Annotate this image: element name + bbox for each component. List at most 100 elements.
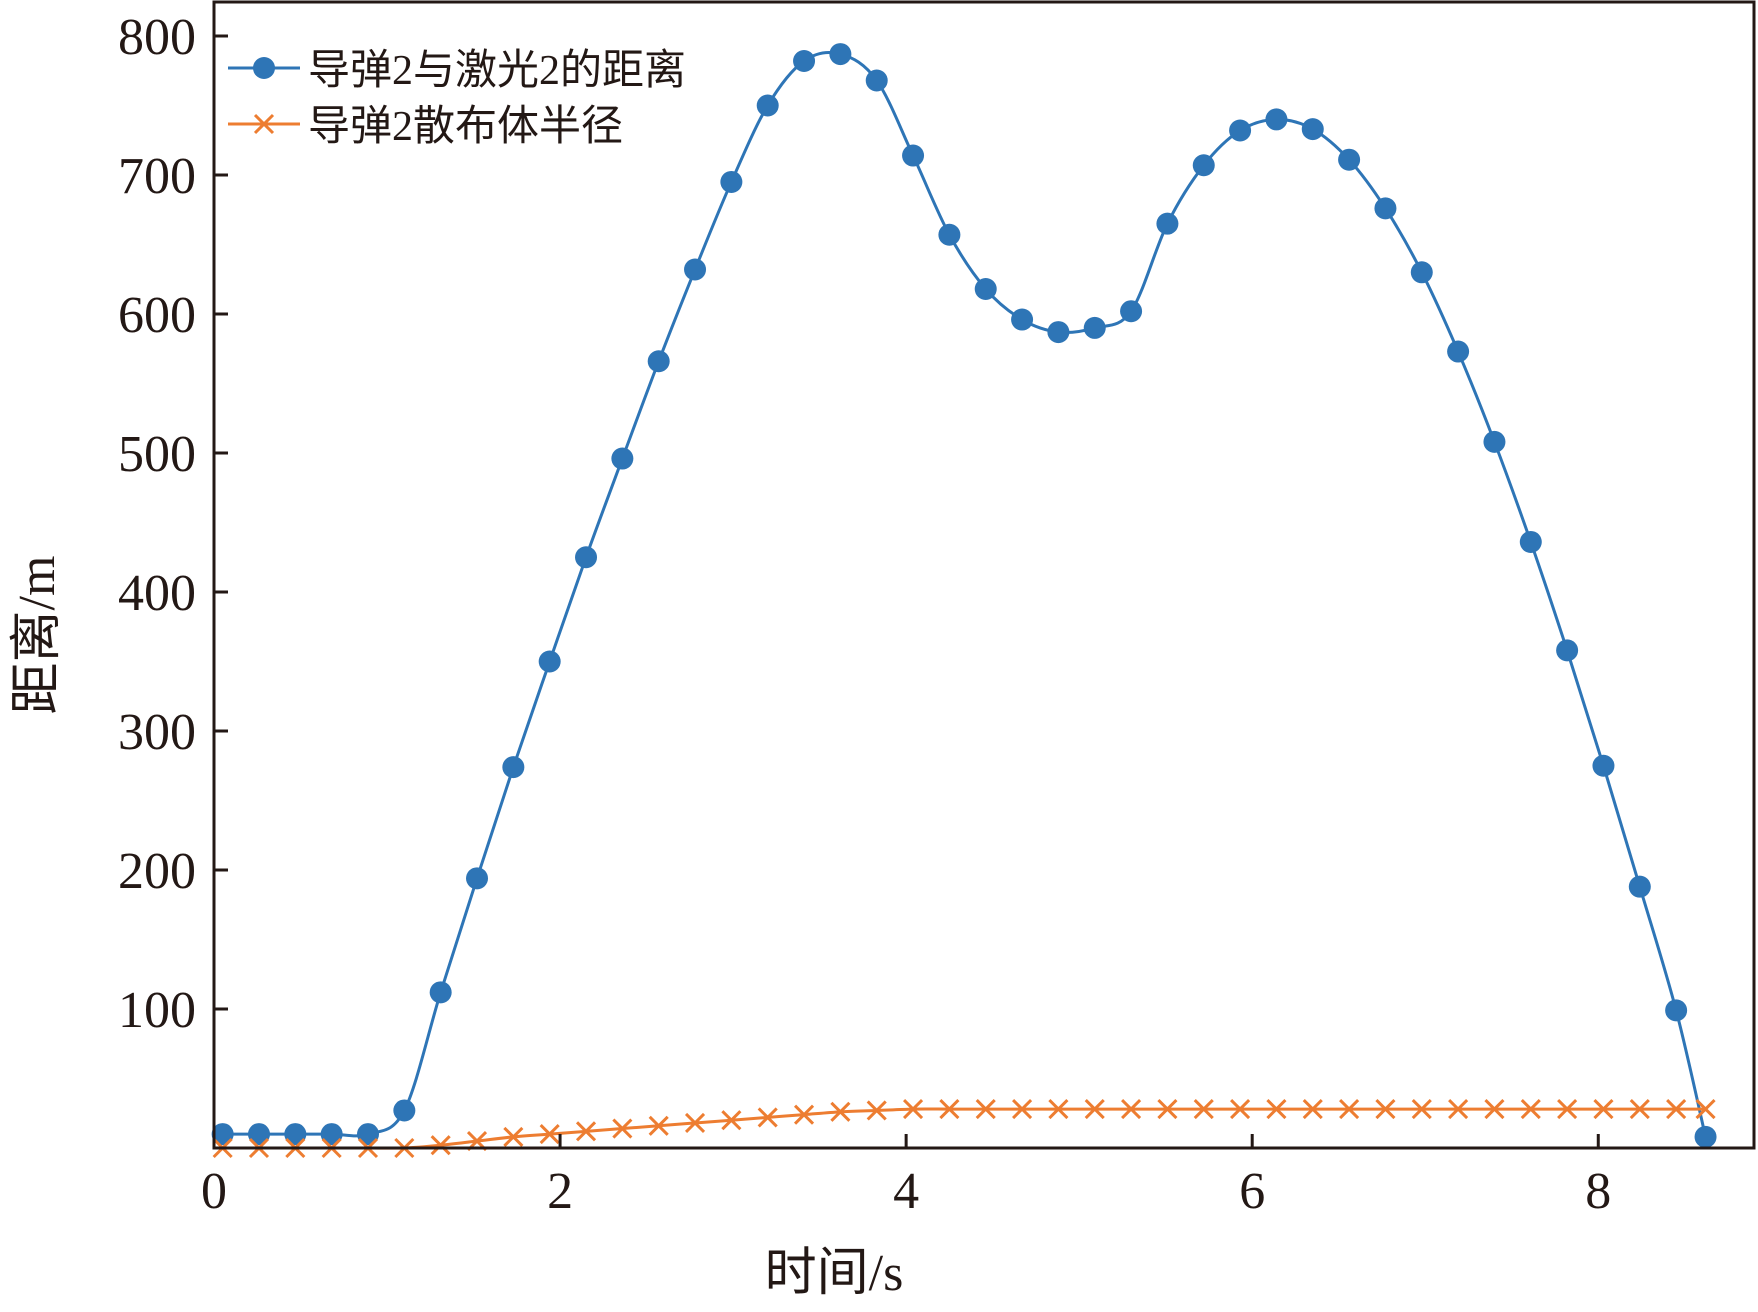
data-point-distance: [974, 277, 997, 300]
y-tick-label: 600: [118, 287, 196, 344]
data-point-distance: [1011, 308, 1034, 331]
data-point-distance: [1628, 875, 1651, 898]
data-point-distance: [1556, 639, 1579, 662]
data-point-radius: [975, 1099, 996, 1120]
data-point-radius: [1302, 1099, 1323, 1120]
data-point-radius: [793, 1104, 815, 1125]
data-point-distance: [211, 1123, 234, 1146]
legend-label-distance: 导弹2与激光2的距离: [308, 47, 686, 94]
data-point-radius: [866, 1100, 887, 1121]
data-point-distance: [1483, 430, 1506, 453]
data-point-radius: [575, 1121, 597, 1142]
data-point-radius: [1448, 1099, 1469, 1120]
data-point-distance: [284, 1123, 307, 1146]
legend-label-radius: 导弹2散布体半径: [308, 104, 623, 150]
data-point-radius: [1339, 1099, 1360, 1120]
data-point-distance: [611, 447, 634, 470]
data-point-radius: [1230, 1099, 1251, 1120]
data-point-radius: [1629, 1099, 1650, 1120]
legend-entry-distance: 导弹2与激光2的距离: [228, 47, 686, 94]
data-point-distance: [865, 69, 888, 92]
tick-labels: 0 2 4 6 8 100 200 300 400 500 600 700 800: [118, 9, 1611, 1220]
data-point-distance: [1519, 530, 1542, 553]
data-point-distance: [247, 1123, 270, 1146]
data-point-distance: [1083, 316, 1106, 339]
y-tick-label: 200: [118, 843, 196, 900]
data-point-radius: [1266, 1099, 1287, 1120]
data-point-distance: [938, 223, 961, 246]
y-tick-label: 100: [118, 982, 196, 1039]
data-point-radius: [830, 1101, 851, 1122]
data-point-radius: [939, 1099, 960, 1120]
legend-marker-distance: [253, 57, 275, 79]
data-point-radius: [1666, 1099, 1687, 1120]
data-point-radius: [503, 1126, 524, 1147]
x-axis-label: 时间/s: [765, 1245, 904, 1302]
data-point-radius: [1520, 1099, 1541, 1120]
legend-marker-radius: [253, 113, 275, 135]
x-tick-label: 0: [201, 1163, 227, 1220]
data-point-distance: [320, 1123, 343, 1146]
data-point-radius: [1593, 1099, 1614, 1120]
plot-frame: [212, 0, 1756, 1150]
data-point-distance: [793, 50, 816, 73]
y-tick-label: 400: [118, 565, 196, 622]
legend-entry-radius: 导弹2散布体半径: [228, 104, 623, 150]
y-tick-label: 500: [118, 426, 196, 483]
legend-x-marker: [253, 113, 275, 135]
data-point-distance: [1192, 154, 1215, 177]
x-tick-label: 2: [547, 1163, 573, 1220]
data-point-radius: [612, 1118, 633, 1139]
plot-lines: [211, 43, 1717, 1159]
data-point-radius: [1557, 1099, 1578, 1120]
y-tick-label: 300: [118, 704, 196, 761]
data-point-distance: [902, 144, 925, 167]
x-tick-label: 6: [1239, 1163, 1265, 1220]
data-point-radius: [430, 1135, 451, 1156]
data-point-distance: [502, 756, 525, 779]
data-point-radius: [1084, 1099, 1105, 1120]
data-point-distance: [1694, 1125, 1717, 1148]
data-point-radius: [1484, 1099, 1505, 1120]
data-point-distance: [1047, 321, 1070, 344]
data-point-radius: [648, 1115, 669, 1136]
data-point-distance: [720, 170, 743, 193]
data-point-distance: [429, 981, 452, 1004]
data-point-distance: [1156, 212, 1179, 235]
data-point-distance: [1120, 300, 1143, 323]
data-point-distance: [1665, 999, 1688, 1022]
data-point-radius: [1411, 1099, 1432, 1120]
data-point-radius: [1157, 1099, 1178, 1120]
data-point-radius: [539, 1124, 560, 1145]
data-point-distance: [1374, 197, 1397, 220]
data-point-radius: [1048, 1099, 1069, 1120]
x-tick-label: 8: [1585, 1163, 1611, 1220]
legend: 导弹2与激光2的距离 导弹2散布体半径: [228, 47, 686, 150]
data-point-distance: [1592, 754, 1615, 777]
data-point-radius: [1012, 1099, 1033, 1120]
series-distance: [211, 43, 1717, 1148]
data-point-distance: [647, 350, 670, 373]
y-axis-label: 距离/m: [9, 556, 66, 715]
data-point-radius: [721, 1110, 742, 1131]
data-point-distance: [1265, 108, 1288, 131]
data-point-distance: [756, 94, 779, 117]
data-point-radius: [684, 1112, 706, 1134]
data-point-radius: [757, 1107, 778, 1128]
data-point-distance: [1301, 118, 1324, 141]
data-point-distance: [393, 1099, 416, 1122]
x-tick-label: 4: [893, 1163, 919, 1220]
data-point-distance: [684, 258, 707, 281]
y-tick-label: 800: [118, 9, 196, 66]
data-point-distance: [357, 1123, 379, 1146]
data-point-distance: [1447, 340, 1470, 363]
data-point-radius: [1695, 1099, 1716, 1120]
data-point-radius: [1121, 1099, 1142, 1120]
data-point-distance: [575, 546, 598, 569]
data-point-distance: [1410, 261, 1433, 284]
y-tick-label: 700: [118, 148, 196, 205]
data-point-distance: [1338, 148, 1361, 171]
axis-ticks: [212, 34, 1600, 1148]
